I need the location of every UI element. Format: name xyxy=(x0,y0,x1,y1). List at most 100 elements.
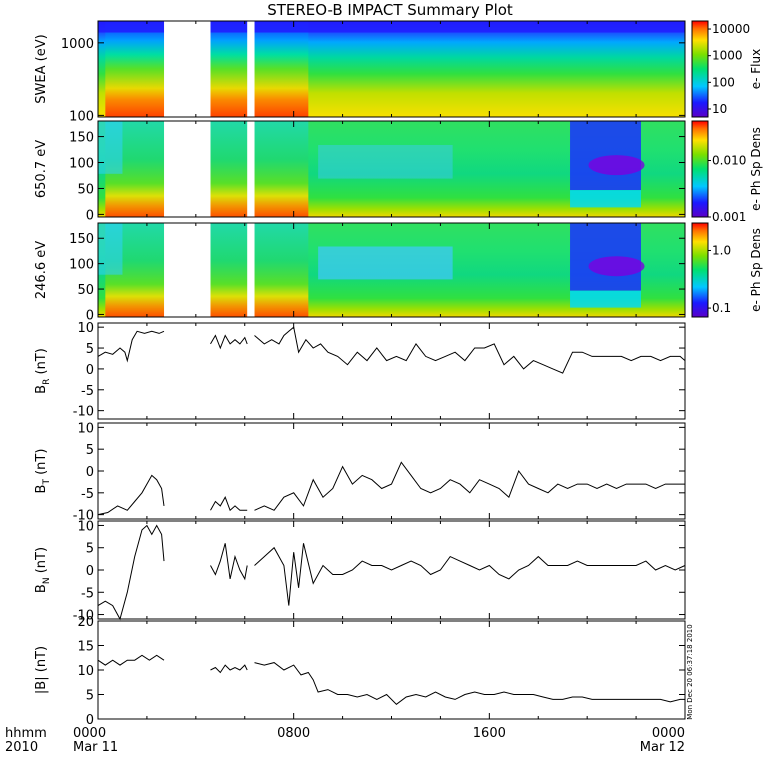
panel-ph650: 0.001 0.010 e- Ph Sp Dens 0 50 100 150 650.7 eV xyxy=(34,120,763,224)
y-tick-label: -10 xyxy=(73,609,94,624)
series-line-bn xyxy=(97,524,165,621)
y-tick-label: 5 xyxy=(86,443,94,458)
y-tick-label: 150 xyxy=(69,131,94,146)
y-tick-label: -5 xyxy=(81,384,94,399)
spectrogram-region xyxy=(588,155,645,176)
series-line-btot xyxy=(210,664,248,674)
spectrogram-region xyxy=(570,190,641,208)
time-row-label: 2010 xyxy=(5,740,38,755)
series-line-bt xyxy=(210,496,248,512)
series-line-bt xyxy=(254,461,685,511)
time-tick-date: Mar 11 xyxy=(73,740,118,755)
colorbar-tick-label: 0.1 xyxy=(712,301,731,315)
plot-title: STEREO-B IMPACT Summary Plot xyxy=(267,1,513,19)
colorbar-tick-label: 1.0 xyxy=(712,243,731,257)
y-tick-label: 10 xyxy=(77,321,94,336)
spectrogram-region xyxy=(98,223,123,275)
colorbar-tick-label: 0.010 xyxy=(712,153,746,167)
spectrogram-region xyxy=(318,246,453,280)
y-tick-label: 0 xyxy=(86,363,94,378)
series-line-bn xyxy=(210,543,248,581)
y-tick-label: 10 xyxy=(77,664,94,679)
series-line-btot xyxy=(254,662,685,705)
y-tick-label: 50 xyxy=(77,182,94,197)
y-axis-label: BR (nT) xyxy=(34,348,52,394)
y-axis-label: SWEA (eV) xyxy=(34,34,49,103)
y-tick-label: 150 xyxy=(69,232,94,247)
y-tick-label: 0 xyxy=(86,713,94,728)
y-tick-label: 100 xyxy=(69,109,94,124)
time-tick-date: Mar 12 xyxy=(640,740,685,755)
y-tick-label: 0 xyxy=(86,308,94,323)
colorbar xyxy=(691,222,709,318)
colorbar-tick-label: 100 xyxy=(712,75,735,89)
spectrogram-region xyxy=(588,256,645,277)
series-line-bn xyxy=(254,543,686,606)
y-tick-label: -5 xyxy=(81,487,94,502)
time-tick-label: 0000 xyxy=(652,726,685,741)
y-axis-label: BN (nT) xyxy=(34,547,52,593)
time-row-label: hhmm xyxy=(5,726,47,741)
y-tick-label: -5 xyxy=(81,586,94,601)
panel-bn: -10 -5 0 5 10 BN (nT) xyxy=(34,519,686,624)
y-tick-label: 10 xyxy=(77,421,94,436)
data-gap xyxy=(164,120,211,218)
spectrogram-region xyxy=(98,121,123,174)
y-tick-label: 5 xyxy=(86,689,94,704)
colorbar xyxy=(691,120,709,218)
colorbar-label: e- Flux xyxy=(749,49,763,89)
data-gap xyxy=(164,222,211,318)
y-tick-label: 0 xyxy=(86,564,94,579)
timestamp: Mon Dec 20 06:37:18 2010 xyxy=(686,624,694,719)
y-tick-label: -10 xyxy=(73,509,94,524)
data-gap xyxy=(247,20,255,118)
series-line-br xyxy=(254,326,686,374)
time-tick-label: 0800 xyxy=(277,726,310,741)
colorbar-tick-label: 0.001 xyxy=(712,210,746,224)
colorbar-tick-label: 10 xyxy=(712,102,727,116)
panel-frame xyxy=(97,620,686,720)
y-tick-label: 100 xyxy=(69,258,94,273)
colorbar xyxy=(691,20,709,118)
y-tick-label: 20 xyxy=(77,615,94,630)
data-gap xyxy=(247,120,255,218)
panel-ph246: 0.1 1.0 e- Ph Sp Dens 0 50 100 150 246.6 eV xyxy=(34,222,763,323)
spectrogram-region xyxy=(570,121,641,191)
spectrogram-region xyxy=(98,21,685,33)
panel-btot: 0 5 10 15 20 |B| (nT) xyxy=(34,615,686,728)
y-axis-label: BT (nT) xyxy=(34,449,52,494)
y-tick-label: 0 xyxy=(86,208,94,223)
data-gap xyxy=(164,20,211,118)
panel-frame xyxy=(97,422,686,520)
series-line-btot xyxy=(97,654,165,666)
panel-bt: -10 -5 0 5 10 BT (nT) xyxy=(34,421,686,524)
panel-frame xyxy=(97,322,686,420)
colorbar-label: e- Ph Sp Dens xyxy=(749,127,763,211)
y-tick-label: 0 xyxy=(86,465,94,480)
series-line-br xyxy=(210,334,248,350)
series-line-bt xyxy=(97,474,165,516)
y-tick-label: 15 xyxy=(77,640,94,655)
data-gap xyxy=(247,222,255,318)
spectrogram-region xyxy=(570,223,641,291)
series-line-br xyxy=(97,330,165,363)
y-tick-label: -10 xyxy=(73,405,94,420)
y-tick-label: 5 xyxy=(86,542,94,557)
y-axis-label: 650.7 eV xyxy=(34,140,49,198)
spectrogram-region xyxy=(570,290,641,308)
panel-swea: 10 100 1000 10000 e- Flux 100 1000 SWEA (eV) xyxy=(34,20,763,124)
spectrogram-region xyxy=(318,145,453,179)
y-axis-label: 246.6 eV xyxy=(34,241,49,299)
y-tick-label: 5 xyxy=(86,342,94,357)
y-tick-label: 10 xyxy=(77,519,94,534)
colorbar-tick-label: 1000 xyxy=(712,49,743,63)
y-tick-label: 1000 xyxy=(61,37,94,52)
colorbar-tick-label: 10000 xyxy=(712,22,750,36)
y-tick-label: 50 xyxy=(77,283,94,298)
time-tick-label: 0000 xyxy=(73,726,106,741)
y-tick-label: 100 xyxy=(69,157,94,172)
panel-br: -10 -5 0 5 10 BR (nT) xyxy=(34,321,686,420)
